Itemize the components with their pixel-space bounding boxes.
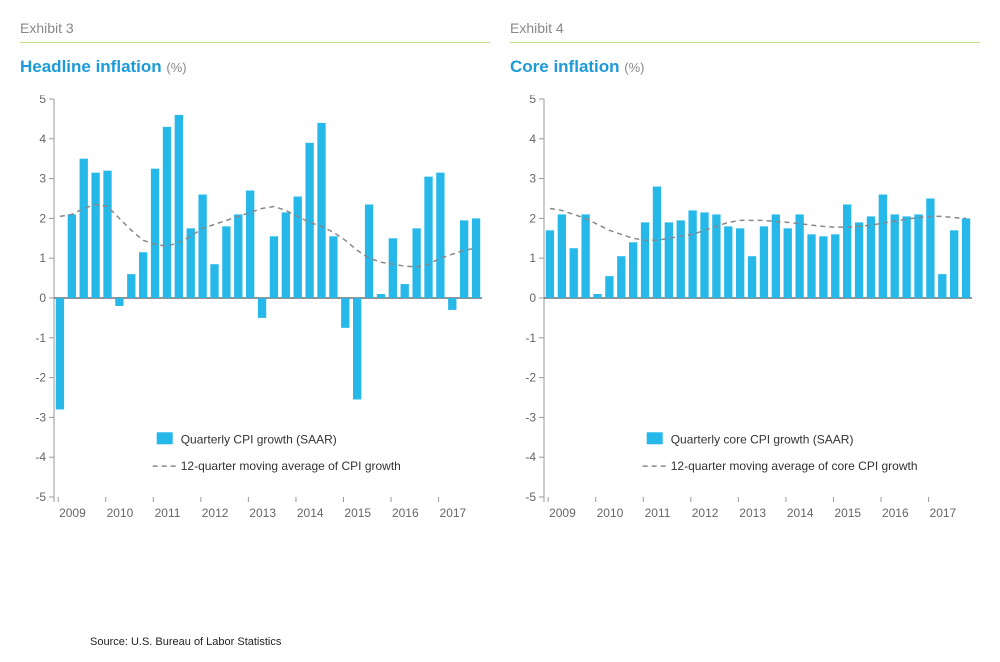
- exhibit-label: Exhibit 3: [20, 20, 490, 42]
- chart-left: -5 -4 -3 -2 -1 0 1 2 3 4 5 2009 2010 2011 2012 2013 2014…: [20, 95, 490, 575]
- svg-text:2009: 2009: [59, 506, 86, 520]
- chart-title-text: Headline inflation: [20, 57, 162, 76]
- svg-text:2016: 2016: [392, 506, 419, 520]
- svg-text:2015: 2015: [834, 506, 861, 520]
- svg-text:Quarterly CPI growth (SAAR): Quarterly CPI growth (SAAR): [181, 432, 337, 446]
- svg-text:-2: -2: [35, 371, 46, 385]
- chart-right: -5 -4 -3 -2 -1 0 1 2 3 4 5 2009 2010 2011 2012 2013 2014…: [510, 95, 980, 575]
- svg-text:2012: 2012: [202, 506, 229, 520]
- chart-unit: (%): [166, 60, 186, 75]
- svg-text:0: 0: [39, 291, 46, 305]
- chart-unit: (%): [624, 60, 644, 75]
- svg-text:2011: 2011: [645, 506, 671, 520]
- svg-text:3: 3: [529, 172, 536, 186]
- svg-text:2012: 2012: [692, 506, 719, 520]
- svg-text:2016: 2016: [882, 506, 909, 520]
- svg-text:-1: -1: [35, 331, 46, 345]
- svg-text:5: 5: [529, 95, 536, 106]
- svg-text:2017: 2017: [440, 506, 467, 520]
- svg-text:2013: 2013: [739, 506, 766, 520]
- svg-text:-5: -5: [35, 490, 46, 504]
- divider: [20, 42, 490, 43]
- divider: [510, 42, 980, 43]
- svg-text:4: 4: [39, 132, 46, 146]
- svg-text:2010: 2010: [597, 506, 624, 520]
- svg-text:2015: 2015: [344, 506, 371, 520]
- svg-text:2009: 2009: [549, 506, 576, 520]
- svg-text:1: 1: [39, 251, 46, 265]
- chart-title-text: Core inflation: [510, 57, 620, 76]
- panel-right: Exhibit 4 Core inflation (%) -5 -4 -3 -2 -1 0…: [510, 20, 980, 575]
- svg-text:Quarterly core CPI growth (SAA: Quarterly core CPI growth (SAAR): [671, 432, 854, 446]
- svg-text:-2: -2: [525, 371, 536, 385]
- svg-text:2: 2: [529, 211, 536, 225]
- svg-text:12-quarter moving average of C: 12-quarter moving average of CPI growth: [181, 459, 401, 473]
- svg-text:2: 2: [39, 211, 46, 225]
- svg-text:-5: -5: [525, 490, 536, 504]
- svg-text:-3: -3: [525, 410, 536, 424]
- svg-text:4: 4: [529, 132, 536, 146]
- source-text: Source: U.S. Bureau of Labor Statistics: [90, 636, 281, 648]
- svg-text:2014: 2014: [787, 506, 814, 520]
- svg-text:-3: -3: [35, 410, 46, 424]
- svg-text:2010: 2010: [107, 506, 134, 520]
- svg-text:2013: 2013: [249, 506, 276, 520]
- exhibit-label: Exhibit 4: [510, 20, 980, 42]
- svg-text:3: 3: [39, 172, 46, 186]
- svg-text:0: 0: [529, 291, 536, 305]
- svg-text:5: 5: [39, 95, 46, 106]
- svg-text:-1: -1: [525, 331, 536, 345]
- chart-title: Core inflation (%): [510, 57, 980, 95]
- svg-text:12-quarter moving average of c: 12-quarter moving average of core CPI gr…: [671, 459, 918, 473]
- svg-text:2011: 2011: [155, 506, 181, 520]
- svg-text:2017: 2017: [930, 506, 957, 520]
- chart-title: Headline inflation (%): [20, 57, 490, 95]
- svg-text:2014: 2014: [297, 506, 324, 520]
- svg-text:1: 1: [529, 251, 536, 265]
- panel-left: Exhibit 3 Headline inflation (%) -5-4-3-…: [20, 20, 490, 575]
- svg-text:-4: -4: [35, 450, 46, 464]
- svg-text:-4: -4: [525, 450, 536, 464]
